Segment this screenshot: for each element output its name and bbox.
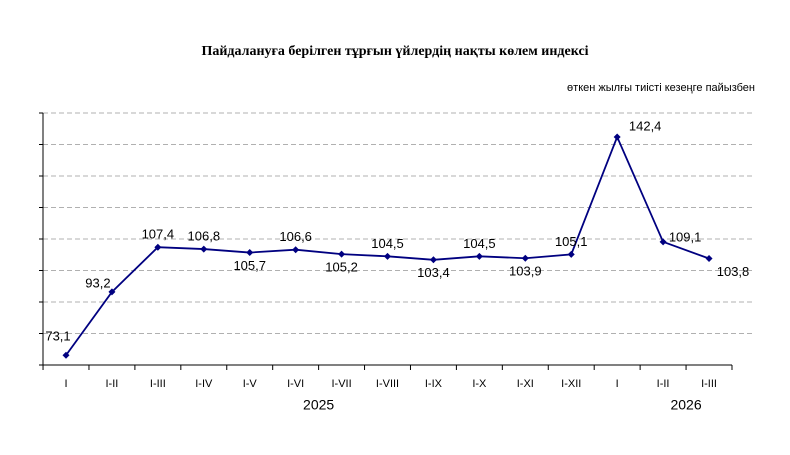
- year-label: 2025: [303, 397, 334, 413]
- data-label: 142,4: [629, 118, 662, 133]
- data-point: [659, 238, 667, 246]
- x-tick-label: I: [64, 378, 67, 390]
- x-tick-label: I-X: [472, 378, 487, 390]
- x-tick-label: I-III: [150, 378, 166, 390]
- data-label: 106,6: [279, 229, 312, 244]
- x-tick-label: I-III: [701, 378, 717, 390]
- data-label: 105,2: [325, 260, 358, 275]
- data-label: 109,1: [669, 229, 702, 244]
- data-label: 73,1: [45, 329, 70, 344]
- x-tick-label: I-XII: [561, 378, 581, 390]
- data-point: [246, 249, 254, 257]
- x-tick-label: I-IV: [195, 378, 213, 390]
- data-point: [62, 351, 70, 359]
- data-point: [567, 250, 575, 258]
- data-point: [429, 256, 437, 264]
- data-label: 103,4: [417, 265, 450, 280]
- data-label: 107,4: [142, 227, 175, 242]
- x-tick-label: I-VIII: [376, 378, 399, 390]
- data-label: 103,9: [509, 264, 542, 279]
- data-point: [338, 250, 346, 258]
- data-point: [292, 246, 300, 254]
- x-tick-label: I-II: [106, 378, 119, 390]
- x-tick-label: I: [616, 378, 619, 390]
- data-label: 103,8: [717, 264, 750, 279]
- year-label: 2026: [670, 397, 701, 413]
- data-point: [613, 133, 621, 141]
- x-tick-label: I-IX: [425, 378, 443, 390]
- chart-title: Пайдалануға берілген тұрғын үйлердің нақ…: [201, 44, 588, 59]
- data-point: [154, 243, 162, 251]
- data-label: 105,1: [555, 234, 588, 249]
- data-point: [384, 252, 392, 260]
- data-point: [108, 288, 116, 296]
- data-point: [521, 254, 529, 262]
- data-label: 104,5: [371, 236, 404, 251]
- data-point: [475, 252, 483, 260]
- data-label: 106,8: [188, 229, 221, 244]
- x-tick-label: I-VI: [287, 378, 304, 390]
- x-tick-label: I-II: [657, 378, 670, 390]
- data-label: 105,7: [233, 258, 266, 273]
- data-point: [200, 245, 208, 253]
- x-tick-label: I-VII: [331, 378, 351, 390]
- data-point: [705, 255, 713, 263]
- x-tick-label: I-XI: [517, 378, 534, 390]
- chart-subtitle: өткен жылғы тиісті кезеңге пайызбен: [567, 82, 755, 94]
- data-label: 93,2: [85, 275, 110, 290]
- x-tick-label: I-V: [243, 378, 258, 390]
- data-label: 104,5: [463, 236, 496, 251]
